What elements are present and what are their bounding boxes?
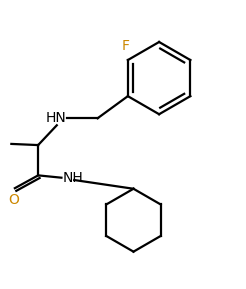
Text: F: F [122, 39, 129, 53]
Text: NH: NH [63, 171, 83, 185]
Text: HN: HN [45, 111, 66, 125]
Text: O: O [8, 193, 19, 207]
